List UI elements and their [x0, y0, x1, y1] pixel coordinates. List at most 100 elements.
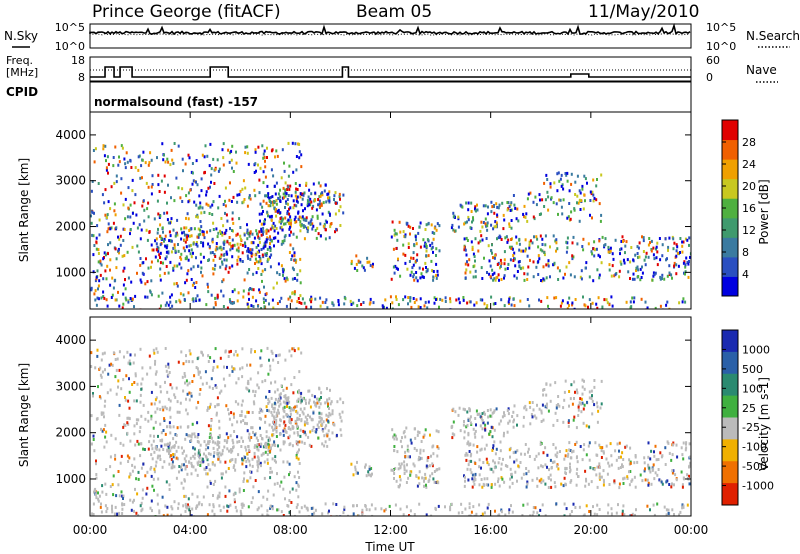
heatmap-cell — [165, 255, 168, 259]
heatmap-cell — [556, 172, 559, 176]
heatmap-cell — [214, 479, 217, 483]
heatmap-cell — [598, 239, 601, 243]
heatmap-cell — [205, 193, 208, 197]
heatmap-cell — [117, 483, 120, 487]
heatmap-cell — [102, 428, 105, 432]
heatmap-cell — [181, 451, 184, 455]
heatmap-cell — [105, 468, 108, 471]
heatmap-cell — [592, 279, 595, 283]
heatmap-cell — [479, 424, 482, 428]
heatmap-cell — [564, 482, 567, 486]
heatmap-cell — [560, 184, 563, 188]
heatmap-cell — [231, 423, 234, 427]
heatmap-cell — [235, 509, 238, 513]
heatmap-cell — [280, 221, 282, 225]
heatmap-cell — [262, 210, 264, 213]
heatmap-cell — [154, 255, 157, 259]
heatmap-cell — [101, 193, 104, 197]
heatmap-cell — [246, 254, 249, 258]
heatmap-cell — [624, 445, 627, 449]
heatmap-cell — [230, 349, 232, 353]
heatmap-cell — [296, 503, 299, 507]
heatmap-cell — [684, 300, 687, 304]
heatmap-cell — [258, 178, 261, 182]
heatmap-cell — [120, 387, 123, 391]
heatmap-cell — [486, 212, 489, 216]
heatmap-cell — [582, 448, 585, 452]
heatmap-cell — [557, 278, 560, 281]
heatmap-cell — [479, 415, 482, 419]
heatmap-cell — [573, 380, 576, 384]
heatmap-cell — [151, 183, 154, 186]
heatmap-cell — [493, 428, 496, 432]
heatmap-cell — [249, 230, 252, 234]
heatmap-cell — [196, 294, 199, 298]
heatmap-cell — [457, 215, 460, 219]
nave-tick-high: 60 — [706, 54, 720, 67]
heatmap-cell — [177, 144, 180, 148]
heatmap-cell — [493, 225, 496, 229]
heatmap-cell — [106, 304, 109, 308]
heatmap-cell — [122, 203, 125, 207]
heatmap-cell — [258, 191, 261, 195]
heatmap-cell — [607, 511, 609, 515]
heatmap-cell — [606, 301, 609, 305]
heatmap-cell — [568, 404, 570, 408]
heatmap-cell — [495, 407, 498, 411]
heatmap-cell — [630, 514, 633, 516]
heatmap-cell — [429, 474, 432, 478]
heatmap-cell — [139, 454, 142, 458]
heatmap-cell — [188, 349, 191, 353]
heatmap-cell — [133, 381, 136, 384]
heatmap-cell — [613, 479, 616, 483]
heatmap-cell — [231, 255, 234, 259]
heatmap-cell — [169, 399, 172, 403]
heatmap-cell — [621, 463, 623, 467]
heatmap-cell — [689, 255, 691, 259]
heatmap-cell — [321, 300, 324, 304]
heatmap-cell — [529, 514, 532, 516]
heatmap-cell — [97, 491, 99, 495]
heatmap-cell — [626, 475, 629, 479]
heatmap-cell — [486, 271, 488, 274]
heatmap-cell — [427, 300, 430, 304]
heatmap-cell — [596, 503, 599, 507]
heatmap-cell — [630, 246, 633, 249]
heatmap-cell — [523, 215, 526, 219]
heatmap-cell — [610, 274, 613, 278]
heatmap-cell — [582, 407, 585, 411]
heatmap-cell — [214, 167, 217, 171]
heatmap-cell — [115, 257, 118, 261]
heatmap-cell — [180, 237, 183, 241]
heatmap-cell — [629, 260, 632, 264]
heatmap-cell — [182, 486, 185, 490]
heatmap-cell — [600, 173, 603, 177]
heatmap-cell — [611, 252, 614, 256]
colorbar-tick-label: 4 — [742, 268, 749, 281]
noise-panel: N.Sky N.Search 10^5 10^0 10^5 10^0 — [4, 21, 800, 53]
heatmap-cell — [487, 483, 490, 487]
heatmap-cell — [175, 449, 178, 453]
heatmap-cell — [484, 222, 487, 226]
heatmap-cell — [222, 142, 225, 146]
heatmap-cell — [283, 405, 286, 409]
heatmap-cell — [419, 448, 422, 452]
heatmap-cell — [590, 397, 593, 400]
heatmap-cell — [253, 433, 256, 437]
heatmap-cell — [500, 278, 503, 281]
heatmap-cell — [144, 474, 147, 478]
heatmap-cell — [192, 281, 195, 285]
heatmap-cell — [202, 353, 204, 357]
heatmap-cell — [136, 382, 139, 386]
heatmap-cell — [218, 504, 221, 508]
heatmap-cell — [644, 263, 647, 267]
heatmap-cell — [258, 288, 261, 292]
heatmap-cell — [197, 264, 199, 268]
heatmap-cell — [142, 447, 145, 451]
heatmap-cell — [150, 417, 153, 421]
heatmap-cell — [269, 196, 272, 199]
heatmap-cell — [92, 270, 95, 274]
heatmap-cell — [260, 233, 263, 237]
freq-label-line2: [MHz] — [6, 66, 38, 79]
heatmap-cell — [272, 174, 275, 178]
